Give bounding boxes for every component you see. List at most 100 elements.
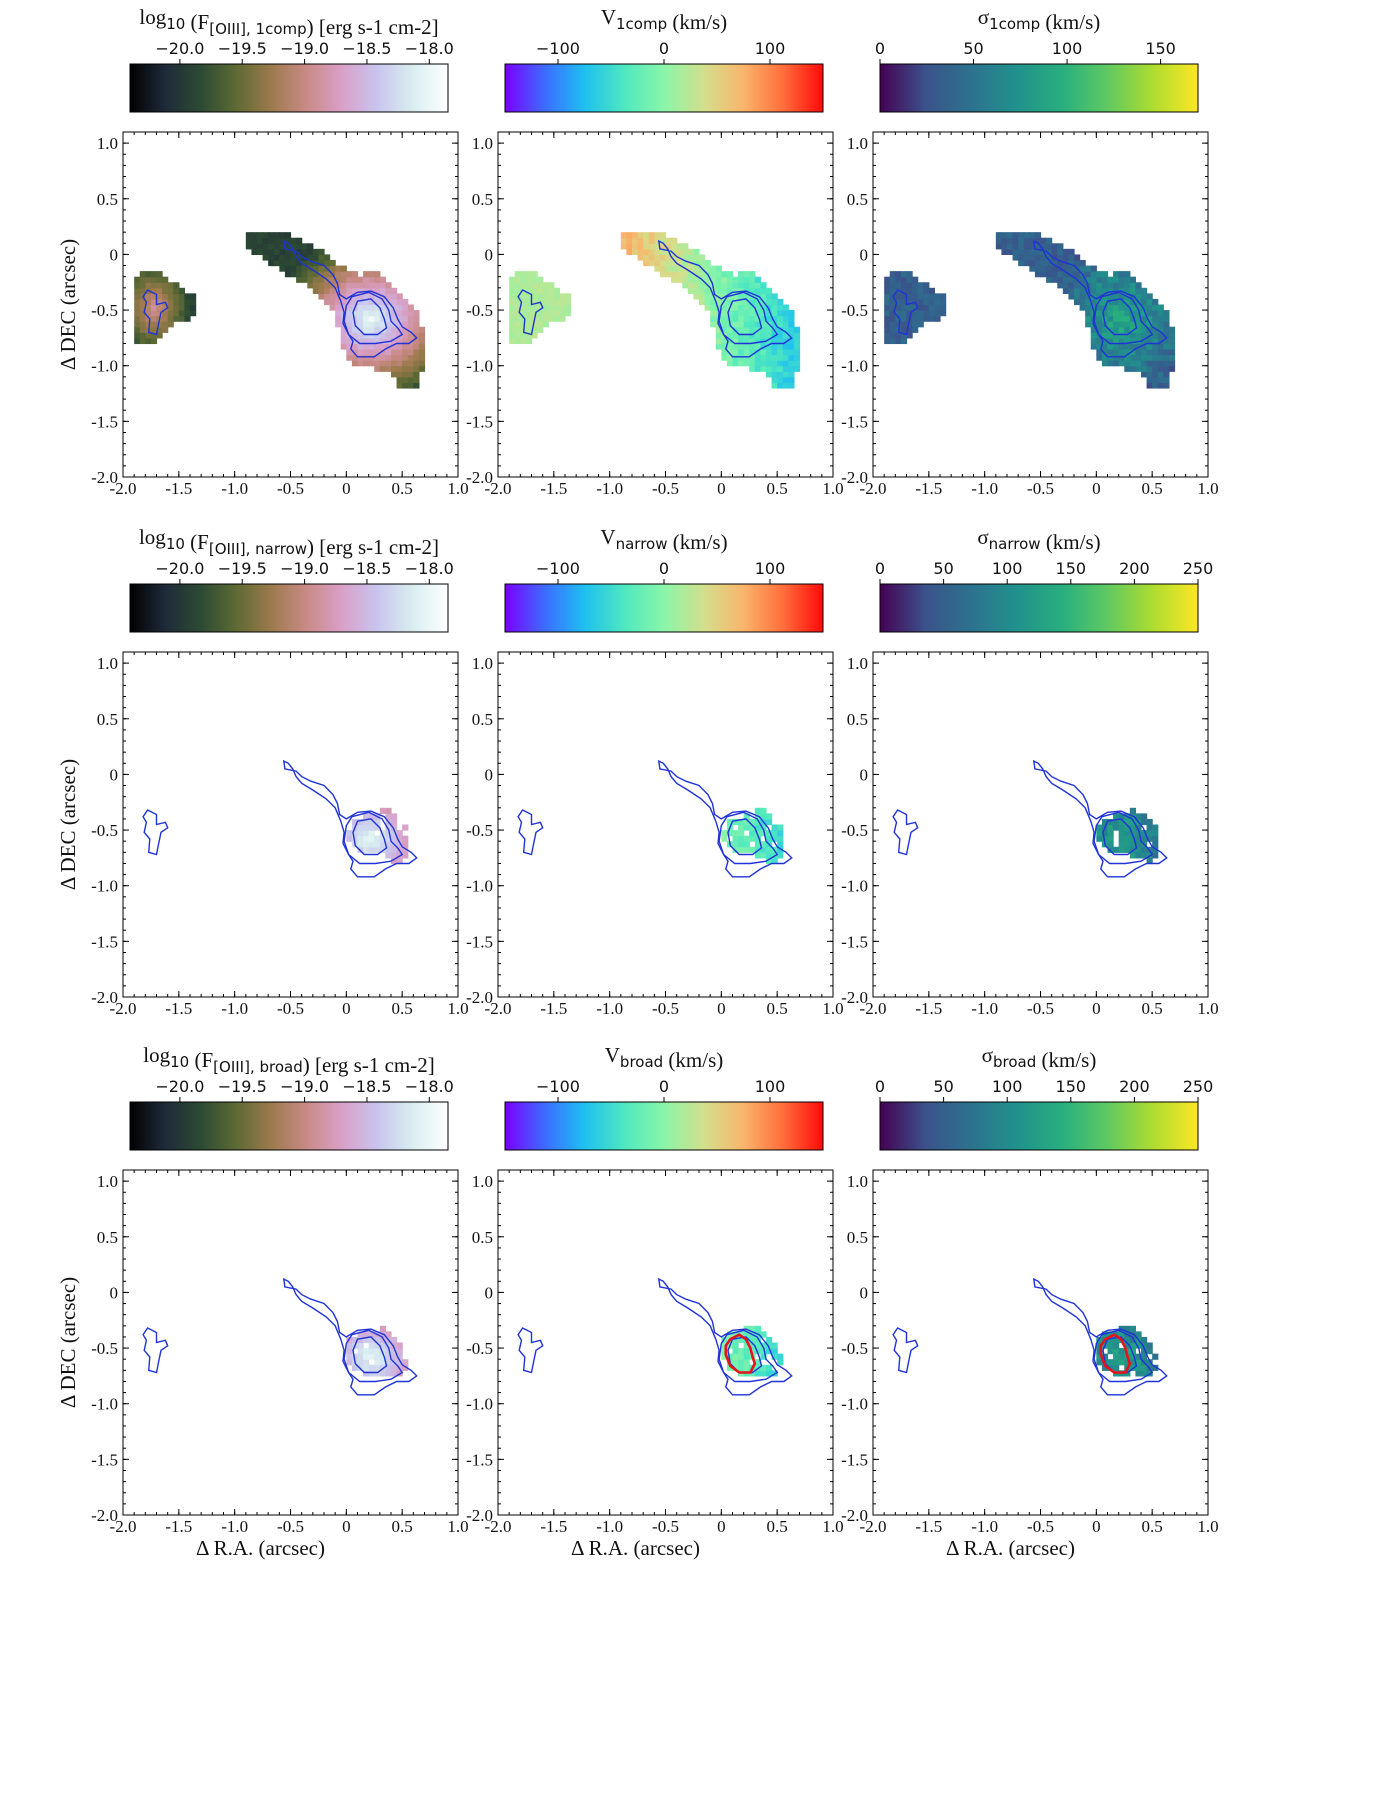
map-pixel: [357, 332, 364, 339]
map-pixel: [509, 337, 516, 345]
map-pixel: [509, 326, 516, 333]
title-subscript: 10: [166, 535, 185, 553]
map-pixel: [693, 254, 700, 261]
y-tick-label: -1.5: [91, 412, 118, 431]
map-pixel: [732, 360, 739, 367]
map-pixel: [1135, 1331, 1142, 1338]
map-pixel: [1101, 830, 1109, 837]
map-pixel: [379, 337, 387, 345]
map-pixel: [1101, 276, 1109, 283]
map-pixel: [329, 293, 336, 300]
map-pixel: [766, 287, 773, 294]
map-pixel: [906, 271, 913, 278]
map-pixel: [912, 326, 919, 333]
map-pixel: [906, 332, 913, 339]
map-pixel: [1096, 337, 1103, 345]
map-pixel: [1101, 315, 1109, 322]
map-pixel: [418, 326, 426, 333]
map-pixel: [743, 282, 750, 289]
map-pixel: [1029, 254, 1036, 261]
map-pixel: [632, 248, 639, 256]
map-pixel: [162, 287, 169, 294]
y-tick-label: 1.0: [97, 654, 118, 673]
map-pixel: [743, 1331, 750, 1338]
map-pixel: [307, 271, 314, 278]
map-pixel: [889, 332, 896, 339]
map-pixel: [1113, 343, 1120, 350]
y-tick-label: 0.5: [97, 710, 118, 729]
map-pixel: [732, 304, 739, 311]
map-pixel: [1062, 254, 1070, 261]
map-pixel: [346, 1359, 353, 1366]
map-pixel: [346, 354, 353, 361]
map-pixel: [793, 349, 801, 356]
map-pixel: [1157, 337, 1164, 345]
map-pixel: [699, 271, 706, 278]
map-pixel: [525, 315, 533, 322]
map-pixel: [368, 1353, 375, 1360]
map-pixel: [324, 287, 331, 294]
map-pixel: [1046, 259, 1053, 267]
map-pixel: [884, 293, 891, 300]
map-pixel: [346, 1348, 353, 1355]
map-pixel: [1068, 265, 1075, 272]
map-pixel: [1040, 265, 1047, 272]
map-pixel: [150, 310, 158, 317]
map-pixel: [715, 326, 722, 333]
map-pixel: [760, 293, 767, 300]
map-pixel: [754, 835, 762, 842]
map-pixel: [1113, 1359, 1120, 1366]
map-pixel: [318, 293, 325, 300]
map-pixel: [1040, 254, 1047, 261]
map-pixel: [726, 349, 734, 356]
map-pixel: [889, 337, 896, 345]
map-pixel: [559, 298, 566, 306]
map-pixel: [363, 813, 370, 820]
map-pixel: [1124, 354, 1131, 361]
map-pixel: [1101, 354, 1109, 361]
x-tick-label: 1.0: [1197, 1517, 1218, 1536]
map-pixel: [520, 293, 527, 300]
map-pixel: [1118, 818, 1125, 826]
map-pixel: [1152, 824, 1159, 831]
map-pixel: [351, 337, 359, 345]
map-pixel: [1029, 237, 1036, 244]
map-pixel: [139, 332, 146, 339]
x-tick-label: -0.5: [277, 1517, 304, 1536]
map-pixel: [407, 376, 414, 384]
map-pixel: [782, 343, 789, 350]
map-pixel: [738, 343, 745, 350]
map-pixel: [782, 310, 789, 317]
map-pixel: [357, 282, 364, 289]
map-pixel: [134, 287, 141, 294]
map-pixel: [687, 276, 695, 283]
map-pixel: [1163, 343, 1170, 350]
map-pixel: [385, 852, 392, 859]
map-pixel: [912, 304, 919, 311]
map-pixel: [374, 321, 381, 328]
map-pixel: [407, 321, 414, 328]
map-pixel: [418, 343, 426, 350]
map-pixel: [145, 315, 152, 322]
map-pixel: [743, 1342, 750, 1349]
map-pixel: [385, 1342, 392, 1349]
map-pixel: [1146, 315, 1153, 322]
map-pixel: [1107, 360, 1114, 367]
map-pixel: [1118, 835, 1125, 842]
map-pixel: [1090, 298, 1097, 306]
map-pixel: [1152, 371, 1159, 378]
map-pixel: [357, 343, 364, 350]
map-pixel: [173, 310, 180, 317]
map-pixel: [413, 343, 420, 350]
map-pixel: [284, 271, 292, 278]
map-pixel: [1118, 360, 1125, 367]
map-pixel: [402, 365, 409, 372]
map-pixel: [900, 271, 908, 278]
map-pixel: [917, 298, 924, 306]
map-pixel: [1068, 287, 1075, 294]
map-pixel: [643, 243, 650, 250]
map-pixel: [402, 343, 409, 350]
x-tick-label: -2.0: [860, 999, 887, 1018]
x-axis-label: Δ R.A. (arcsec): [571, 1536, 700, 1560]
map-pixel: [749, 310, 756, 317]
